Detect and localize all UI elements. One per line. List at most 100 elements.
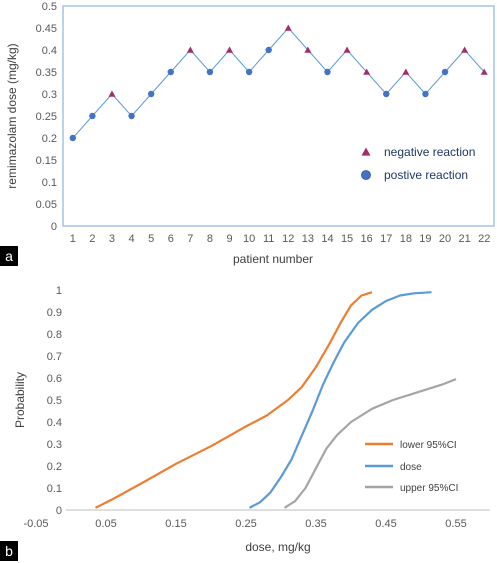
chart-b-legend: lower 95%CI dose upper 95%CI — [365, 440, 458, 494]
chart-b-series-line-0 — [95, 291, 373, 509]
chart-a-y-ticks: 0 0.05 0.1 0.15 0.2 0.25 0.3 0.35 0.4 0.45 0.5 — [36, 1, 57, 233]
chart-a-positive-point — [245, 68, 253, 76]
chart-b-x-tick-label: 0.55 — [445, 518, 466, 530]
chart-a-positive-point — [69, 134, 76, 142]
chart-a-y-tick-label: 0.5 — [42, 1, 57, 13]
chart-b-legend-label: lower 95%CI — [400, 440, 457, 451]
chart-a-positive-point — [167, 68, 174, 76]
chart-b-y-tick-label: 0.7 — [47, 351, 62, 363]
chart-a-x-tick-label: 1 — [70, 233, 76, 245]
chart-a-positive-point — [441, 68, 449, 76]
chart-b-y-tick-label: 0.8 — [47, 329, 62, 341]
chart-b-x-tick-label: 0.35 — [305, 518, 326, 530]
chart-a-frame — [62, 5, 495, 227]
chart-a-x-tick-label: 2 — [89, 233, 95, 245]
chart-b-y-tick-label: 0.4 — [47, 417, 62, 429]
chart-b-y-tick-label: 0.5 — [47, 395, 62, 407]
panel-label-a-box — [0, 246, 18, 266]
chart-a-y-tick-label: 0.15 — [36, 155, 57, 167]
chart-a-x-tick-label: 9 — [226, 233, 232, 245]
chart-a-x-tick-label: 19 — [419, 233, 431, 245]
legend-positive-circle-icon — [361, 170, 371, 180]
chart-b: 0 0.1 0.2 0.3 0.4 0.5 0.6 0.7 0.8 0.9 1 -0.05 0.05 0… — [0, 285, 490, 561]
chart-a-negative-point — [284, 24, 292, 31]
chart-a-x-tick-label: 12 — [282, 233, 294, 245]
chart-a-negative-point — [108, 90, 116, 97]
chart-a-x-tick-label: 3 — [109, 233, 115, 245]
chart-a-x-tick-label: 13 — [302, 233, 314, 245]
chart-a-x-tick-label: 16 — [361, 233, 373, 245]
chart-a-x-tick-label: 11 — [263, 233, 274, 245]
chart-a-positive-point — [147, 90, 155, 98]
chart-a-negative-point — [480, 68, 488, 75]
chart-b-y-tick-label: 0.3 — [47, 439, 62, 451]
chart-b-y-tick-label: 1 — [56, 285, 62, 297]
chart-b-series-line-1 — [248, 291, 432, 509]
legend-negative-triangle-icon — [361, 147, 371, 156]
chart-a-y-tick-label: 0.35 — [36, 67, 57, 79]
chart-b-x-tick-label: 0.05 — [95, 518, 116, 530]
chart-a-positive-point — [89, 112, 96, 120]
chart-a-x-tick-label: 22 — [478, 233, 490, 245]
chart-a-x-tick-label: 6 — [168, 233, 174, 245]
chart-a-y-tick-label: 0.1 — [42, 177, 57, 189]
chart-a-x-tick-label: 4 — [129, 233, 135, 245]
chart-a-dose-line — [72, 27, 485, 139]
legend-positive-label: postive reaction — [384, 168, 468, 182]
chart-a-y-axis-title: remimazolam dose (mg/kg) — [5, 43, 19, 188]
chart-b-series — [95, 291, 457, 509]
chart-a-positive-point — [324, 68, 331, 76]
chart-a-y-tick-label: 0 — [51, 221, 57, 233]
chart-b-x-tick-label: 0.45 — [375, 518, 396, 530]
chart-a-negative-point — [226, 46, 234, 53]
chart-a-negative-point — [304, 46, 312, 53]
panel-label-a: a — [5, 248, 13, 264]
chart-a-x-tick-label: 7 — [187, 233, 193, 245]
chart-b-y-tick-label: 0.2 — [47, 461, 62, 473]
chart-b-x-tick-label: 0.15 — [165, 518, 186, 530]
chart-b-y-tick-label: 0 — [56, 505, 62, 517]
chart-b-series-line-2 — [283, 378, 457, 509]
chart-a-x-ticks: 1 2 3 4 5 6 7 8 9 10 11 12 13 14 15 16 17 18 19 20 21 22 — [70, 233, 491, 245]
chart-a-positive-point — [128, 112, 135, 120]
chart-a-negative-point — [461, 46, 469, 53]
chart-a-x-axis-title: patient number — [233, 252, 313, 266]
chart-b-y-tick-label: 0.1 — [47, 483, 62, 495]
chart-a-negative-point — [363, 68, 371, 75]
chart-a-negative-point — [343, 46, 351, 53]
chart-a-positive-point — [383, 90, 390, 98]
chart-a-positive-point — [422, 90, 429, 98]
chart-a-y-tick-label: 0.3 — [42, 89, 57, 101]
chart-a-x-tick-label: 17 — [380, 233, 392, 245]
chart-a-x-tick-label: 5 — [148, 233, 154, 245]
chart-b-x-tick-label: 0.25 — [235, 518, 256, 530]
chart-b-y-ticks: 0 0.1 0.2 0.3 0.4 0.5 0.6 0.7 0.8 0.9 1 — [47, 285, 62, 517]
chart-a-x-tick-label: 20 — [439, 233, 451, 245]
chart-a-x-tick-label: 10 — [243, 233, 255, 245]
chart-a-negative-point — [186, 46, 194, 53]
chart-a-negative-point — [402, 68, 410, 75]
chart-a-x-tick-label: 21 — [458, 233, 470, 245]
chart-a-points — [69, 24, 488, 142]
chart-a-legend: negative reaction postive reaction — [361, 145, 475, 182]
chart-b-x-tick-label: -0.05 — [23, 518, 48, 530]
chart-a-y-tick-label: 0.25 — [36, 111, 57, 123]
chart-a-x-tick-label: 14 — [321, 233, 333, 245]
legend-negative-label: negative reaction — [384, 145, 475, 159]
chart-a-y-tick-label: 0.2 — [42, 133, 57, 145]
chart-a-positive-point — [265, 46, 272, 54]
chart-b-legend-label: upper 95%CI — [400, 483, 458, 494]
chart-a-x-tick-label: 15 — [341, 233, 353, 245]
chart-b-y-axis-title: Probability — [13, 372, 27, 428]
chart-b-x-ticks: -0.05 0.05 0.15 0.25 0.35 0.45 0.55 — [23, 518, 466, 530]
chart-b-legend-label: dose — [400, 462, 422, 473]
chart-a-y-tick-label: 0.05 — [36, 199, 57, 211]
chart-a-positive-point — [206, 68, 214, 76]
chart-a-y-tick-label: 0.45 — [36, 23, 57, 35]
panel-label-b-box — [0, 541, 18, 561]
panel-label-b: b — [5, 543, 13, 559]
chart-a-x-tick-label: 18 — [400, 233, 412, 245]
chart-b-y-tick-label: 0.6 — [47, 373, 62, 385]
